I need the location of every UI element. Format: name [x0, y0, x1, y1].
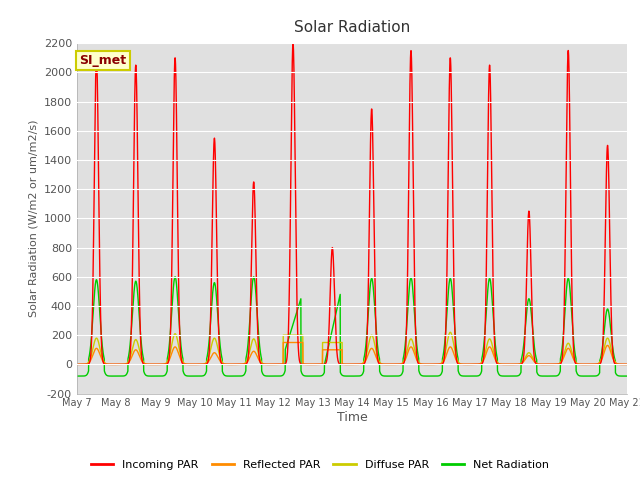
Reflected PAR	[280, 340, 287, 346]
Incoming PAR	[148, 361, 156, 367]
Reflected PAR	[73, 361, 81, 367]
Line: Diffuse PAR: Diffuse PAR	[77, 332, 627, 364]
Y-axis label: Solar Radiation (W/m2 or um/m2/s): Solar Radiation (W/m2 or um/m2/s)	[28, 120, 38, 317]
Line: Net Radiation: Net Radiation	[77, 277, 627, 376]
Reflected PAR	[517, 361, 525, 367]
Diffuse PAR	[617, 361, 625, 367]
Incoming PAR	[73, 361, 81, 367]
Diffuse PAR	[447, 329, 454, 335]
Reflected PAR	[617, 361, 625, 367]
Net Radiation	[364, 318, 372, 324]
Incoming PAR	[364, 311, 372, 316]
Diffuse PAR	[421, 361, 429, 367]
Net Radiation	[617, 373, 625, 379]
Net Radiation	[148, 373, 156, 379]
Text: SI_met: SI_met	[79, 54, 127, 67]
Diffuse PAR	[364, 346, 371, 352]
Net Radiation	[421, 373, 429, 379]
Incoming PAR	[289, 40, 297, 46]
Net Radiation	[623, 373, 631, 379]
Incoming PAR	[421, 361, 429, 367]
Incoming PAR	[617, 361, 625, 367]
Net Radiation	[434, 373, 442, 379]
Incoming PAR	[517, 361, 525, 367]
Reflected PAR	[434, 361, 442, 367]
Diffuse PAR	[433, 361, 441, 367]
Reflected PAR	[148, 361, 156, 367]
X-axis label: Time: Time	[337, 411, 367, 424]
Line: Reflected PAR: Reflected PAR	[77, 343, 627, 364]
Diffuse PAR	[623, 361, 631, 367]
Reflected PAR	[364, 353, 372, 359]
Line: Incoming PAR: Incoming PAR	[77, 43, 627, 364]
Title: Solar Radiation: Solar Radiation	[294, 20, 410, 35]
Diffuse PAR	[148, 361, 156, 367]
Net Radiation	[73, 373, 81, 379]
Incoming PAR	[623, 361, 631, 367]
Diffuse PAR	[73, 361, 81, 367]
Net Radiation	[172, 274, 179, 280]
Legend: Incoming PAR, Reflected PAR, Diffuse PAR, Net Radiation: Incoming PAR, Reflected PAR, Diffuse PAR…	[86, 456, 554, 474]
Reflected PAR	[623, 361, 631, 367]
Reflected PAR	[421, 361, 429, 367]
Net Radiation	[517, 370, 525, 376]
Diffuse PAR	[517, 361, 525, 367]
Incoming PAR	[434, 361, 442, 367]
